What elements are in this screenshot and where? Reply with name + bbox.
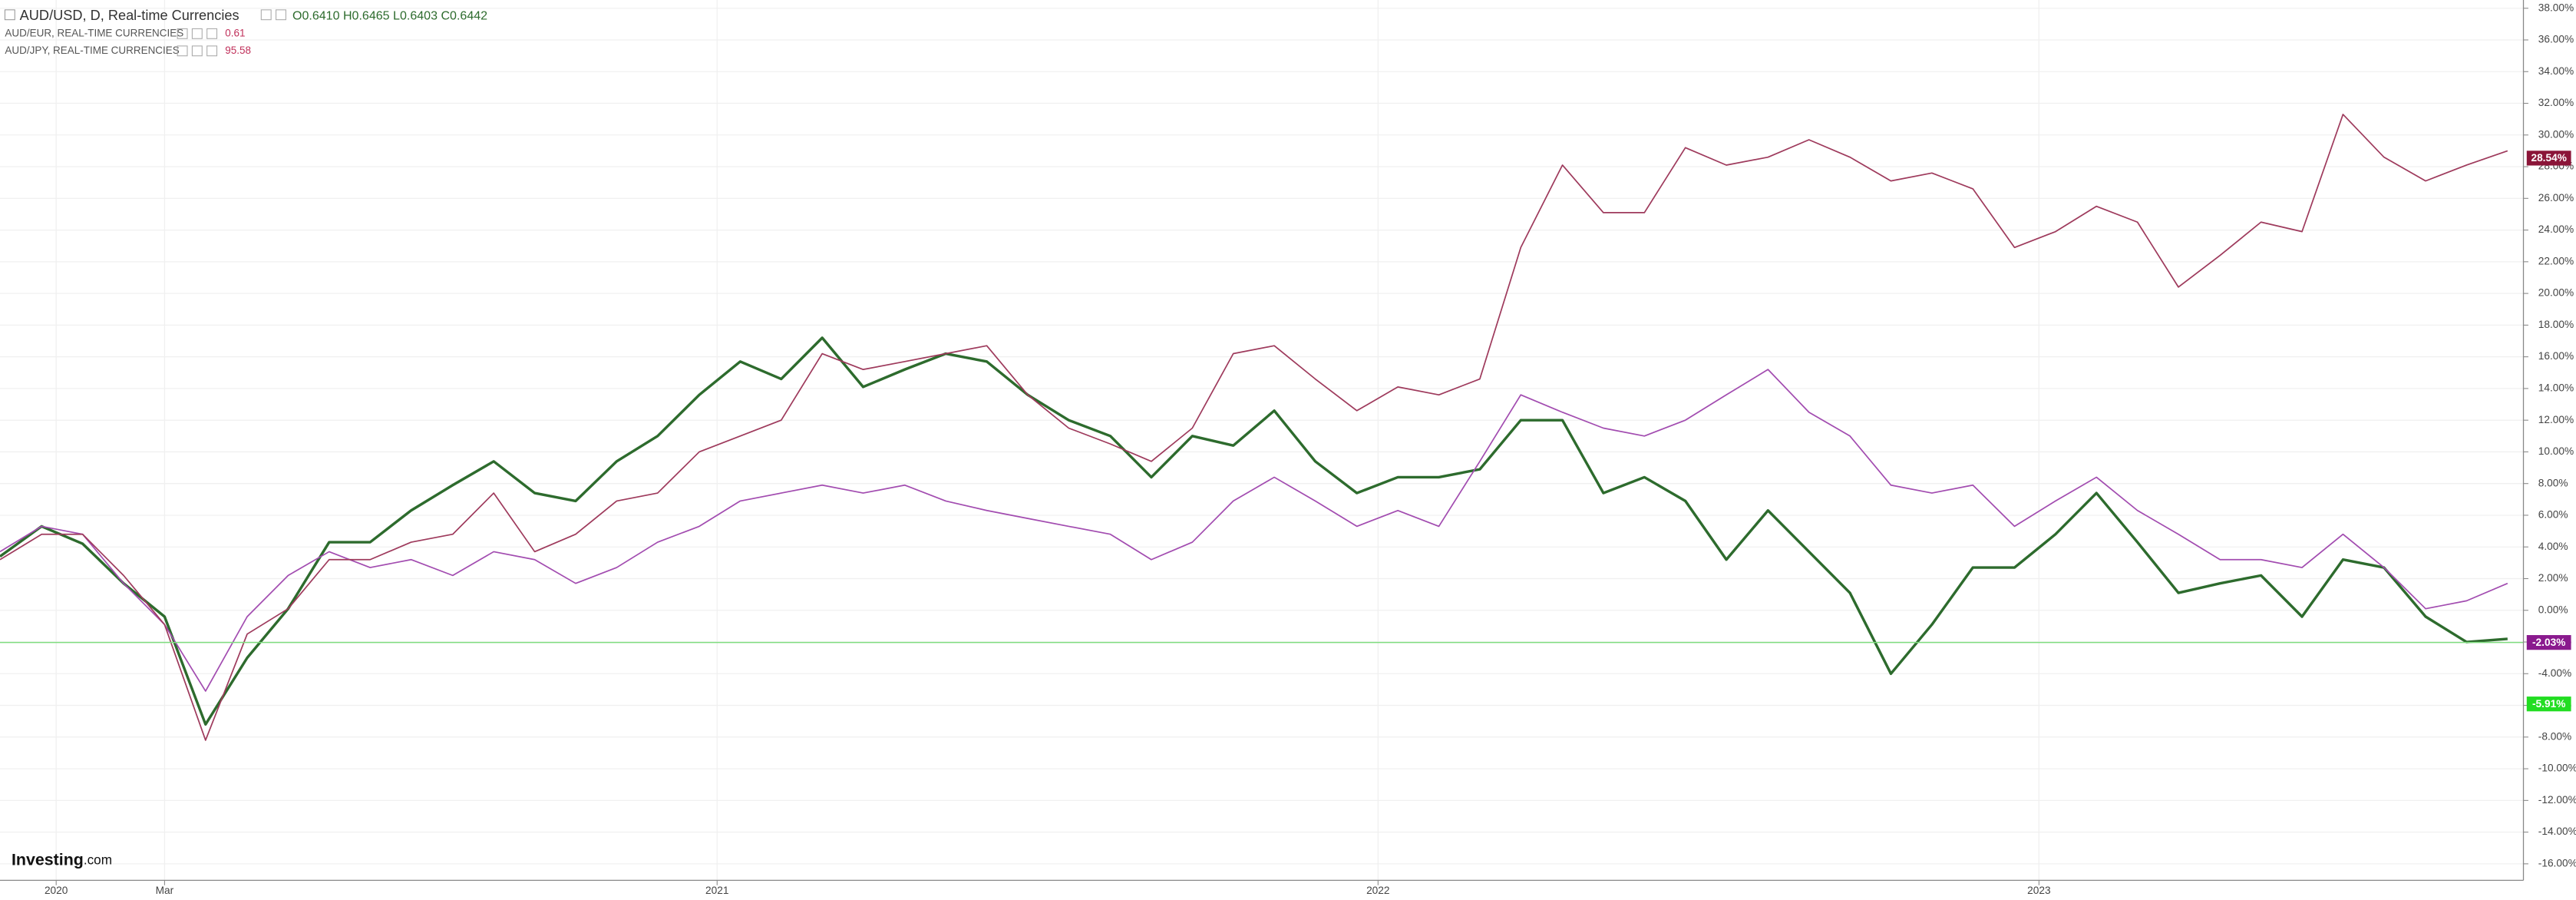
settings-icon[interactable] [260, 9, 272, 21]
y-tick-label: 30.00% [2538, 128, 2574, 140]
y-tick-label: 0.00% [2538, 604, 2568, 615]
series-line [0, 114, 2508, 741]
y-tick-label: -12.00% [2538, 794, 2576, 806]
close-icon[interactable] [206, 28, 218, 39]
y-tick-label: 8.00% [2538, 477, 2568, 488]
legend-value: 95.58 [225, 45, 251, 56]
legend-entry: AUD/EUR, REAL-TIME CURRENCIES [5, 27, 183, 38]
y-tick-label: 14.00% [2538, 382, 2574, 394]
logo-main: Investing [12, 850, 84, 869]
series-line [0, 369, 2508, 692]
y-tick-label: 4.00% [2538, 541, 2568, 552]
logo: Investing.com [12, 850, 112, 869]
last-value-box [2526, 635, 2571, 650]
x-tick-label: 2022 [1366, 885, 1389, 896]
x-tick-label: 2023 [2027, 885, 2051, 896]
series-line [0, 336, 2508, 726]
y-tick-label: 20.00% [2538, 287, 2574, 299]
x-tick-label: Mar [156, 885, 174, 896]
axes: 38.00%36.00%34.00%32.00%30.00%28.00%26.0… [45, 2, 2576, 896]
settings-icon[interactable] [177, 28, 188, 39]
last-value-box [2526, 151, 2571, 166]
x-tick-label: 2020 [45, 885, 68, 896]
series-lines [0, 114, 2524, 741]
logo-suffix: com [88, 852, 112, 867]
y-tick-label: 12.00% [2538, 414, 2574, 425]
last-value-label: 28.54% [2531, 152, 2566, 164]
y-tick-label: 22.00% [2538, 255, 2574, 266]
close-icon[interactable] [276, 9, 286, 21]
y-tick-label: 18.00% [2538, 319, 2574, 330]
y-tick-label: 6.00% [2538, 509, 2568, 521]
y-tick-label: 2.00% [2538, 572, 2568, 584]
y-tick-label: 34.00% [2538, 65, 2574, 77]
y-tick-label: 10.00% [2538, 445, 2574, 457]
last-value-box [2526, 697, 2571, 712]
x-tick-label: 2021 [705, 885, 728, 896]
last-value-label: -2.03% [2532, 637, 2565, 648]
settings-icon[interactable] [177, 45, 188, 57]
y-tick-label: 16.00% [2538, 350, 2574, 362]
y-tick-label: -4.00% [2538, 667, 2571, 679]
y-tick-label: 38.00% [2538, 2, 2574, 13]
ohlc: O0.6410 H0.6465 L0.6403 C0.6442 [292, 9, 487, 23]
y-tick-label: -16.00% [2538, 857, 2576, 869]
y-tick-label: 36.00% [2538, 34, 2574, 45]
y-tick-label: -8.00% [2538, 730, 2571, 742]
hide-icon[interactable] [191, 45, 203, 57]
last-value-label: -5.91% [2532, 698, 2565, 710]
collapse-icon[interactable] [4, 9, 15, 21]
close-icon[interactable] [206, 45, 218, 57]
y-tick-label: -14.00% [2538, 826, 2576, 837]
y-tick-label: 26.00% [2538, 192, 2574, 203]
y-tick-label: 32.00% [2538, 97, 2574, 108]
chart-title: AUD/USD, D, Real-time Currencies [20, 8, 239, 23]
y-tick-label: -10.00% [2538, 763, 2576, 774]
legend-value: 0.61 [225, 27, 245, 38]
y-tick-label: 24.00% [2538, 223, 2574, 235]
legend-entry: AUD/JPY, REAL-TIME CURRENCIES [5, 45, 179, 56]
grid [0, 0, 2524, 881]
hide-icon[interactable] [191, 28, 203, 39]
